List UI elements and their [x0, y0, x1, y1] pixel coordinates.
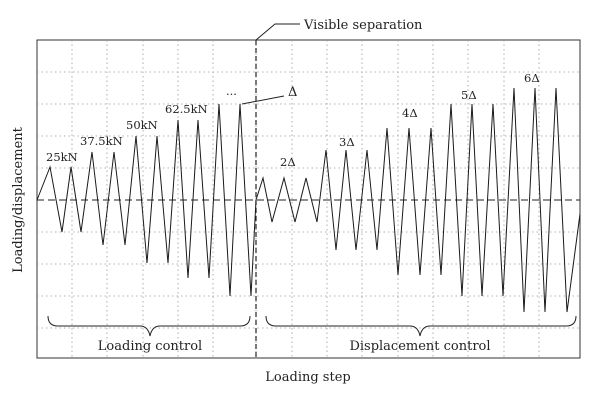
delta-label: Δ [288, 85, 297, 100]
ellipsis-label: ... [226, 84, 237, 98]
plot-frame [36, 39, 581, 359]
loading-control-brace [47, 315, 251, 337]
loading-control-wave [36, 103, 257, 297]
separation-label: Visible separation [303, 18, 423, 33]
level-label-50kn: 50kN [126, 118, 158, 132]
level-label-62-5kn: 62.5kN [165, 102, 208, 116]
separation-leader [255, 23, 300, 41]
displacement-control-label: Displacement control [349, 339, 490, 354]
x-axis-title: Loading step [265, 370, 350, 385]
displacement-control-wave [255, 87, 581, 313]
level-label-2delta: 2Δ [280, 155, 296, 169]
loading-control-label: Loading control [98, 339, 202, 354]
grid [37, 40, 580, 358]
level-label-37-5kn: 37.5kN [80, 134, 123, 148]
level-label-3delta: 3Δ [339, 135, 355, 149]
level-label-5delta: 5Δ [461, 88, 477, 102]
delta-leader [241, 95, 285, 105]
y-axis-title: Loading/displacement [11, 126, 26, 273]
level-label-4delta: 4Δ [402, 106, 418, 120]
level-label-6delta: 6Δ [524, 71, 540, 85]
level-label-25kn: 25kN [46, 150, 78, 164]
displacement-control-brace [265, 315, 577, 337]
load-wave [36, 87, 581, 313]
